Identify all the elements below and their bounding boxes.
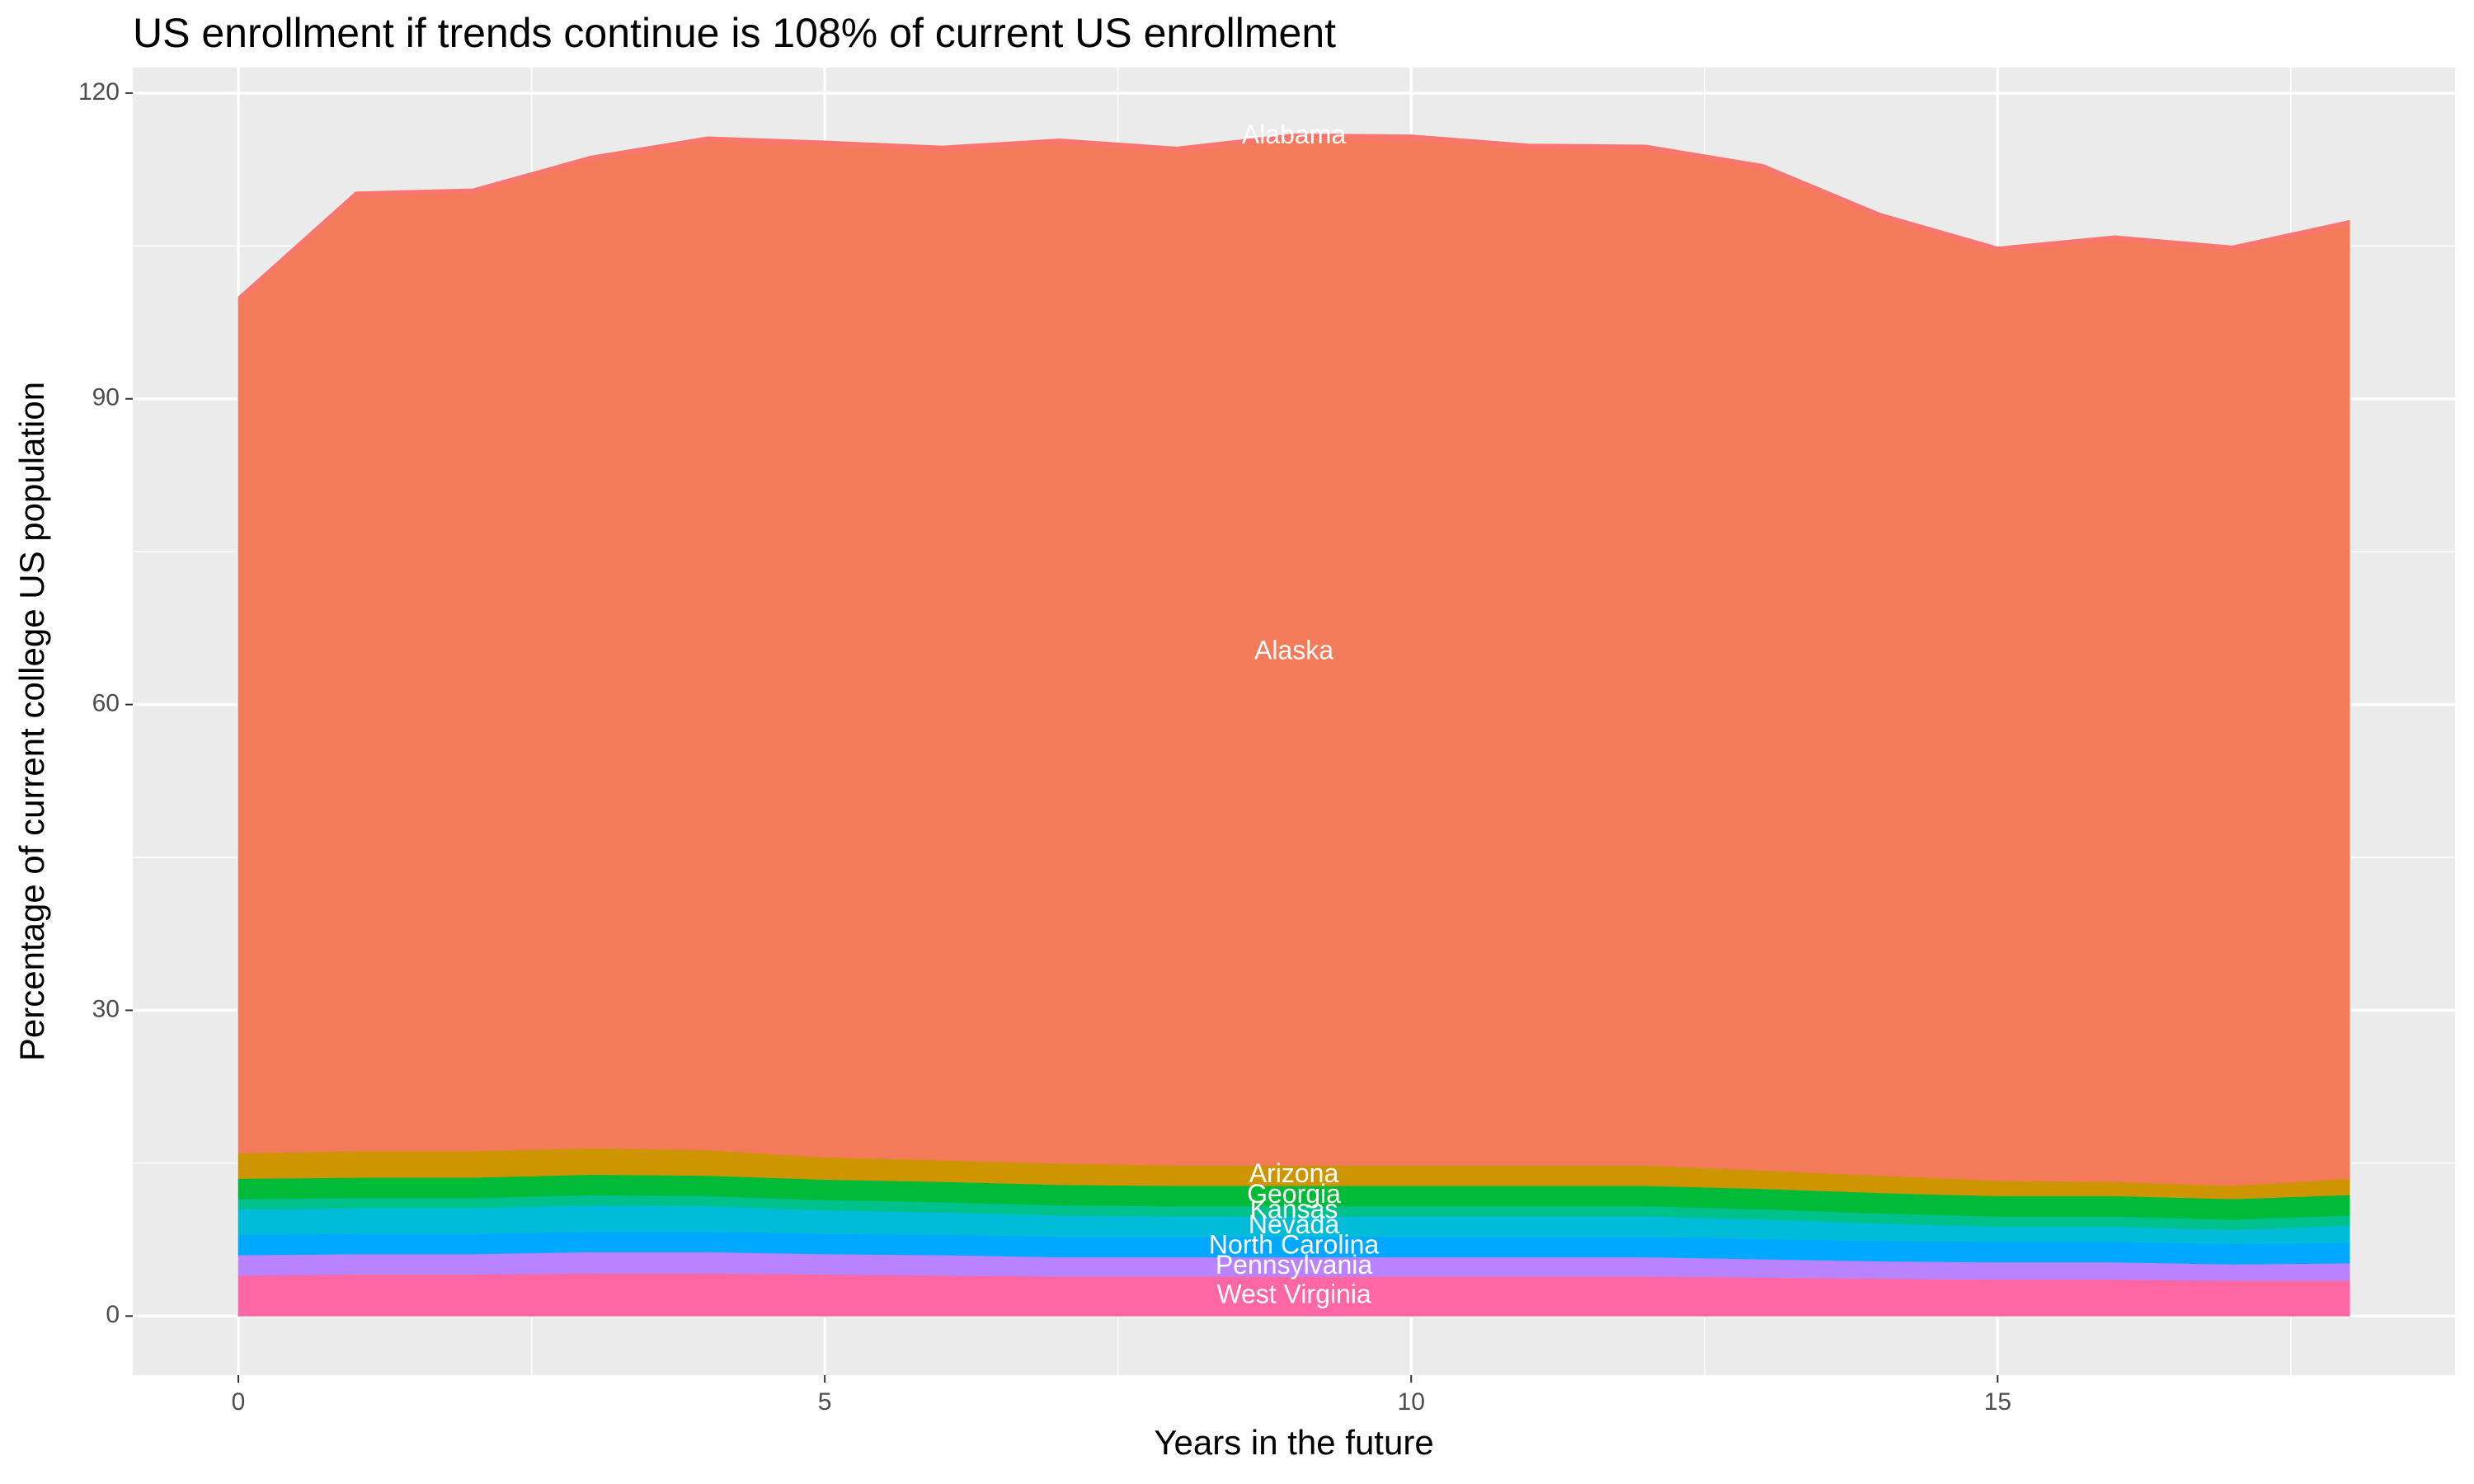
y-tick-label: 90 <box>92 384 120 411</box>
y-tick-label: 60 <box>92 690 120 717</box>
series-label: Kansas <box>1250 1194 1338 1223</box>
series-label: Georgia <box>1247 1179 1341 1209</box>
series-label: Pennsylvania <box>1216 1250 1373 1280</box>
series-label: Alabama <box>1242 120 1347 149</box>
series-label: Nevada <box>1249 1209 1340 1239</box>
area <box>238 133 2350 303</box>
x-tick-label: 15 <box>1984 1388 2011 1416</box>
x-tick-label: 5 <box>818 1388 832 1416</box>
series-label: West Virginia <box>1216 1280 1371 1309</box>
series-label: North Carolina <box>1209 1230 1380 1260</box>
chart-title: US enrollment if trends continue is 108%… <box>133 10 1336 56</box>
x-axis-title: Years in the future <box>1154 1423 1433 1462</box>
y-tick-label: 120 <box>78 78 120 106</box>
series-label: Arizona <box>1249 1158 1339 1188</box>
x-tick-label: 10 <box>1398 1388 1425 1416</box>
y-tick-label: 30 <box>92 995 120 1022</box>
series-label: Alaska <box>1254 635 1333 665</box>
y-tick-label: 0 <box>106 1301 120 1328</box>
x-tick-label: 0 <box>232 1388 246 1416</box>
y-axis-title: Percentage of current college US populat… <box>12 382 51 1061</box>
